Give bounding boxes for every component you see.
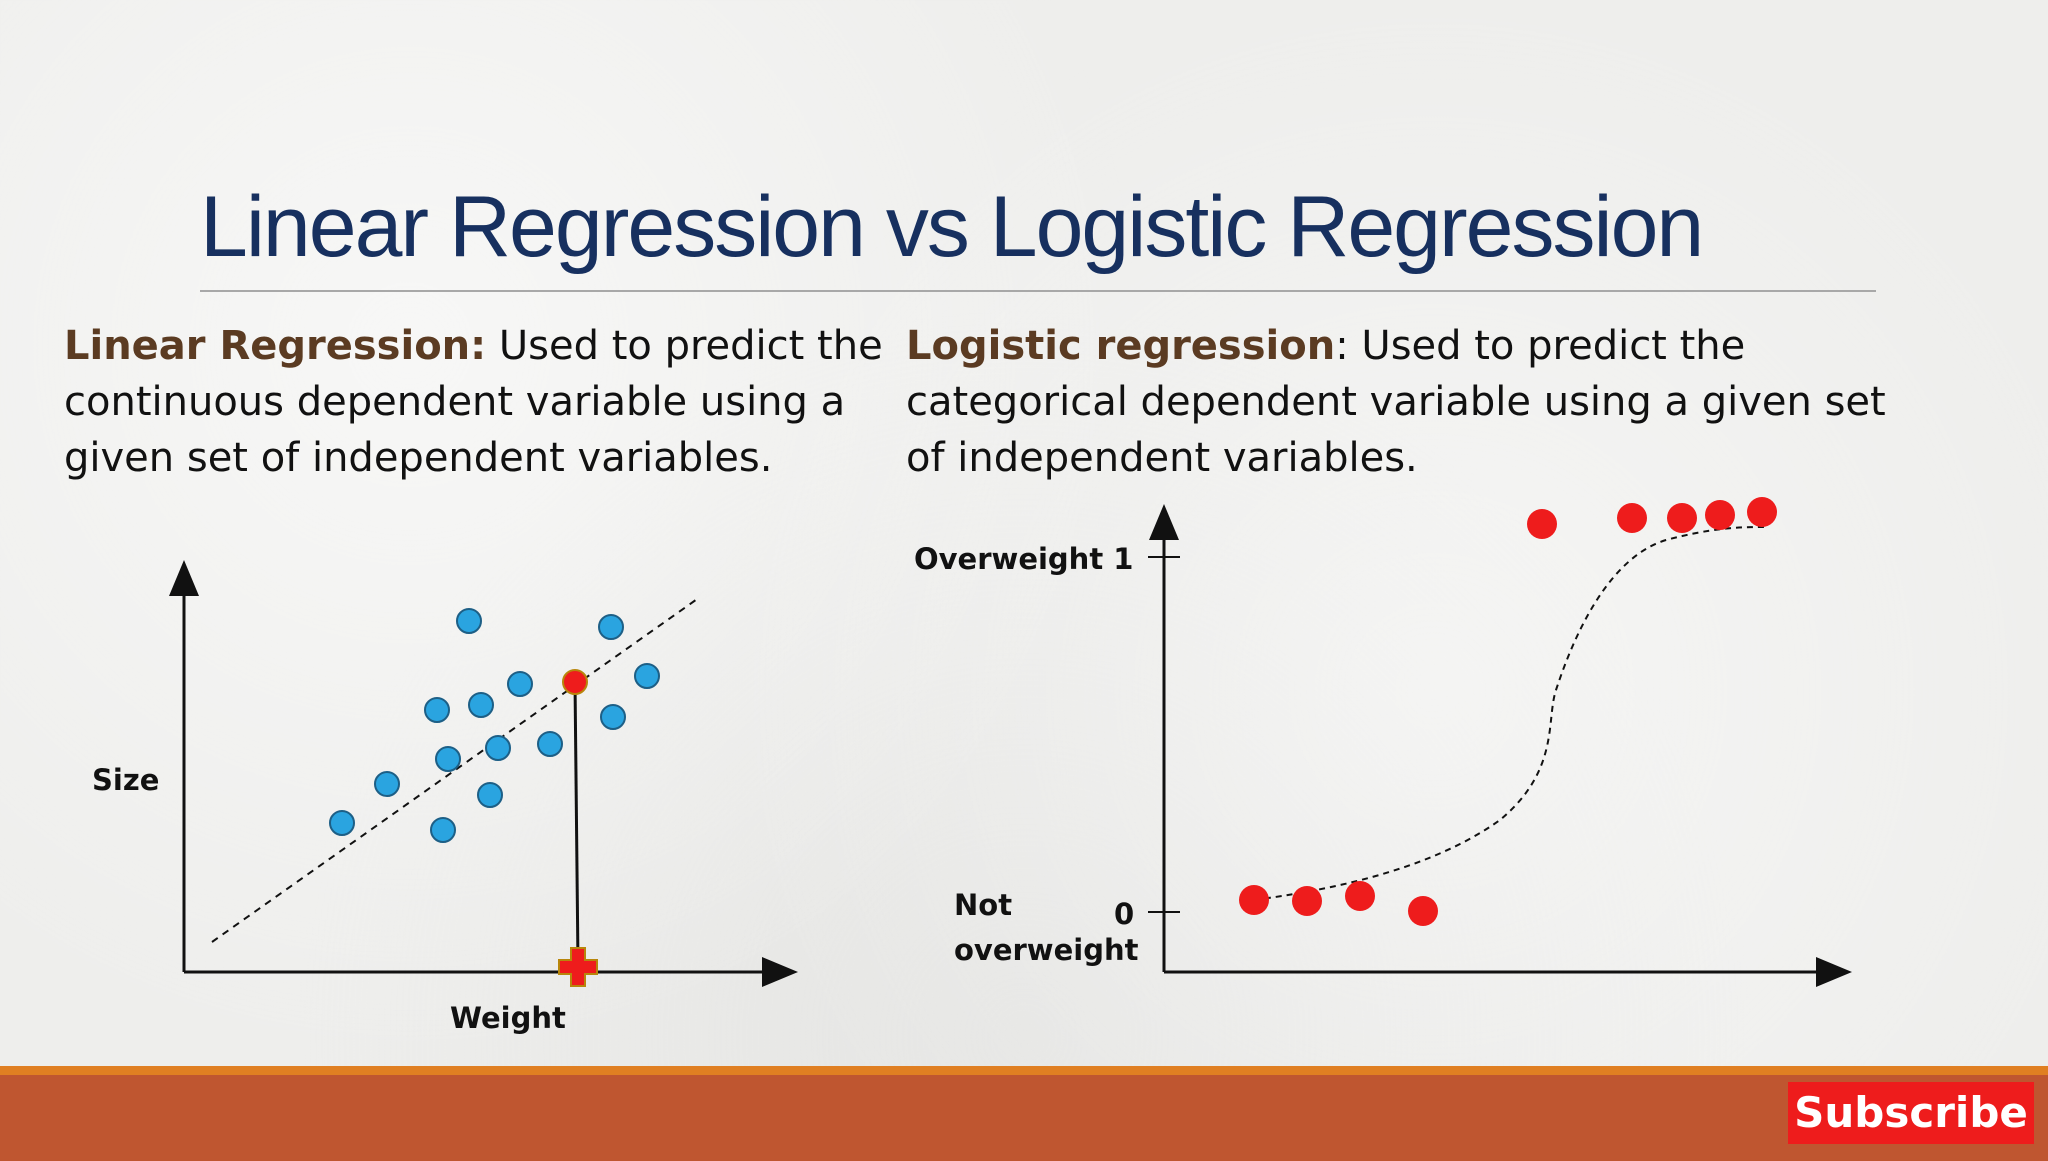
data-point bbox=[456, 608, 482, 634]
data-point bbox=[1408, 896, 1438, 926]
logistic-description-text: Used to predict the categorical dependen… bbox=[906, 323, 1886, 481]
data-point bbox=[1747, 497, 1777, 527]
linear-regression-diagram: Size Weight bbox=[92, 560, 798, 1035]
linear-term: Linear Regression bbox=[64, 323, 471, 369]
logistic-bottom-label-line2: overweight bbox=[954, 933, 1139, 967]
linear-description-text: Used to predict the continuous dependent… bbox=[64, 323, 883, 481]
logistic-term: Logistic regression bbox=[906, 323, 1336, 369]
data-point bbox=[1617, 503, 1647, 533]
data-point bbox=[600, 704, 626, 730]
logistic-description: Logistic regression: Used to predict the… bbox=[906, 318, 1906, 486]
data-point bbox=[1667, 503, 1697, 533]
data-point bbox=[329, 810, 355, 836]
data-point bbox=[1527, 509, 1557, 539]
logistic-zero-label: 0 bbox=[1114, 897, 1134, 931]
data-point bbox=[1239, 885, 1269, 915]
logistic-regression-diagram: Overweight 1 Not overweight 0 bbox=[914, 497, 1852, 987]
subscribe-button[interactable]: Subscribe bbox=[1788, 1082, 2034, 1144]
logistic-top-label: Overweight 1 bbox=[914, 542, 1133, 576]
data-point bbox=[507, 671, 533, 697]
data-point bbox=[477, 782, 503, 808]
slide-title: Linear Regression vs Logistic Regression bbox=[200, 179, 1704, 275]
logistic-bottom-label-line1: Not bbox=[954, 888, 1012, 922]
linear-y-label: Size bbox=[92, 763, 159, 797]
title-divider bbox=[200, 290, 1876, 292]
data-point bbox=[634, 663, 660, 689]
data-point bbox=[537, 731, 563, 757]
data-point bbox=[1345, 881, 1375, 911]
data-point bbox=[435, 746, 461, 772]
data-point bbox=[485, 735, 511, 761]
footer-bar bbox=[0, 1066, 2048, 1161]
logistic-colon: : bbox=[1335, 323, 1349, 369]
data-point bbox=[1292, 886, 1322, 916]
data-point bbox=[424, 697, 450, 723]
linear-description: Linear Regression: Used to predict the c… bbox=[64, 318, 904, 486]
data-point bbox=[598, 614, 624, 640]
data-point bbox=[430, 817, 456, 843]
linear-colon: : bbox=[470, 323, 487, 369]
linear-x-label: Weight bbox=[450, 1001, 566, 1035]
data-point bbox=[374, 771, 400, 797]
projection-line bbox=[573, 681, 580, 965]
predicted-value-marker bbox=[558, 947, 598, 987]
predicted-point bbox=[562, 669, 588, 695]
regression-line bbox=[211, 596, 701, 943]
sigmoid-curve bbox=[1253, 526, 1765, 901]
data-point bbox=[468, 692, 494, 718]
data-point bbox=[1705, 500, 1735, 530]
